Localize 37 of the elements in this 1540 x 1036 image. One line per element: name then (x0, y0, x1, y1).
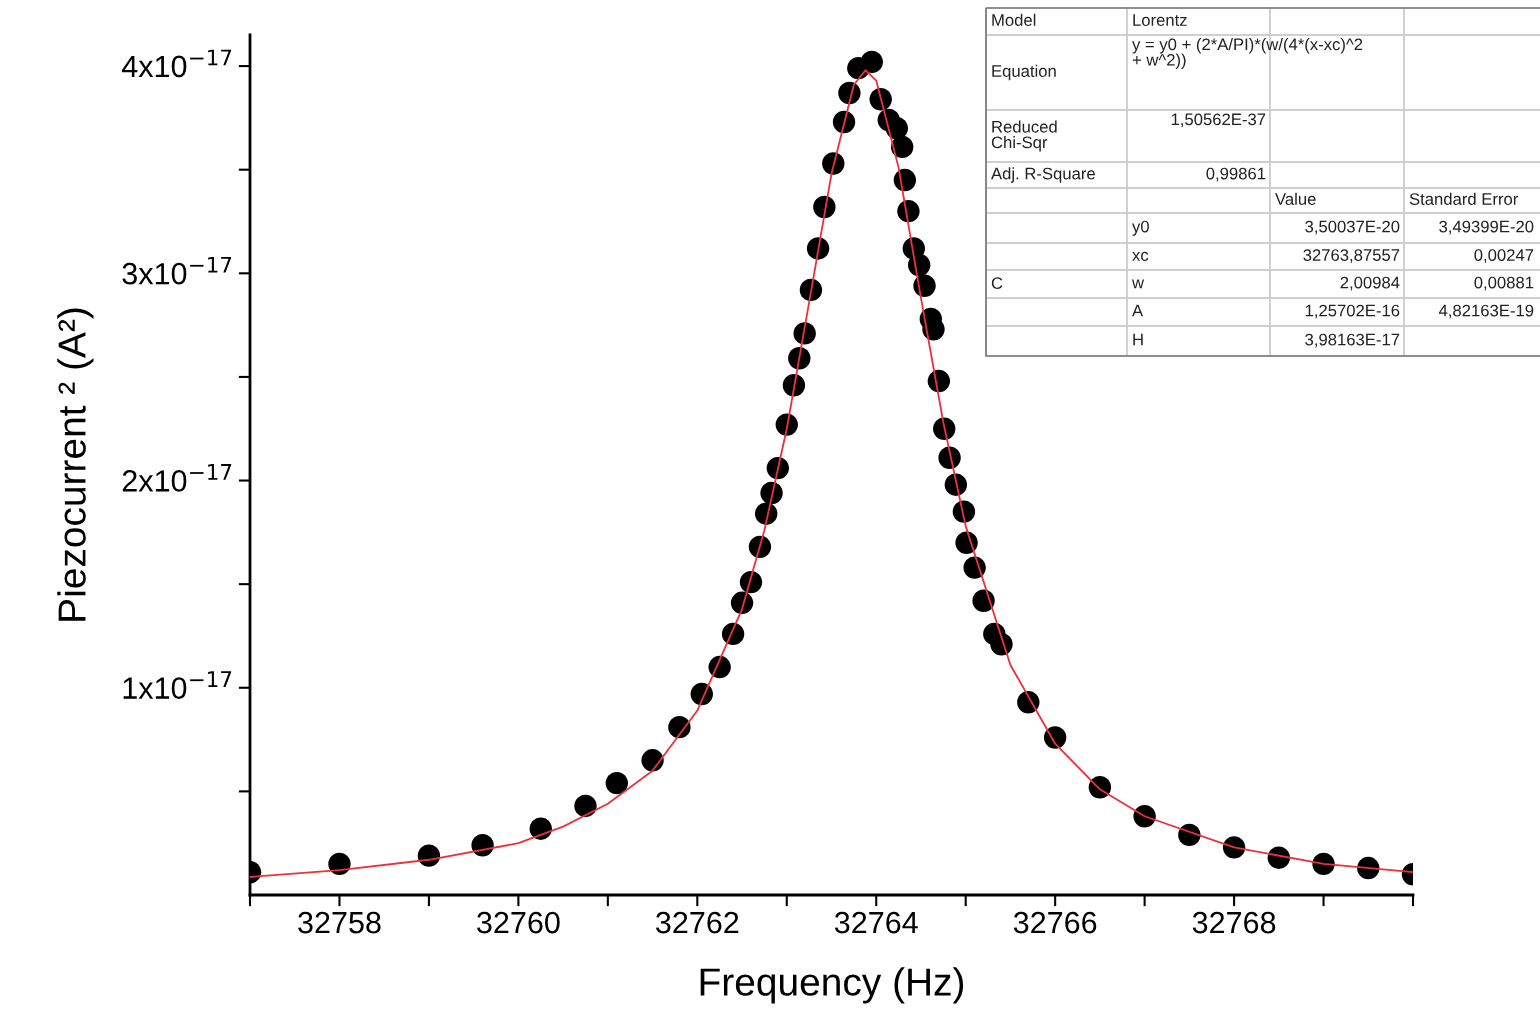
x-tick-label: 32764 (834, 911, 918, 934)
annotation: 0,99861 (1206, 167, 1266, 182)
annotation: Value (1275, 192, 1316, 205)
annotation: 2,00984 (1340, 276, 1400, 291)
annotation: xc (1132, 251, 1149, 261)
annotation: H (1133, 333, 1143, 346)
annotation: 3,98163E-17 (1305, 333, 1400, 348)
y-tick-label: 2x10$^{−17}$ (122, 464, 232, 492)
annotation: 1,25702E-16 (1305, 304, 1400, 319)
annotation: Reduced Chi-Sqr (991, 120, 1057, 152)
annotation: 3,50037E-20 (1305, 220, 1400, 235)
text: 0,00247 (1474, 249, 1534, 263)
annotation: w (1131, 279, 1145, 289)
annotation: Standard Error (1409, 192, 1519, 205)
x-tick-label: 32762 (655, 911, 739, 934)
x-tick-label: 32760 (477, 911, 560, 934)
annotation: Adj. R-Square (991, 167, 1095, 183)
annotation: C (991, 277, 1003, 289)
annotation: 32763,87557 (1303, 249, 1400, 263)
annotation: y0 (1132, 220, 1149, 236)
annotation: Equation (992, 64, 1056, 81)
y-tick-label: 3x10$^{−17}$ (122, 256, 232, 285)
text: 0,00881 (1474, 276, 1534, 291)
annotation: 1,50562E-37 (1171, 113, 1266, 128)
text: Model (992, 13, 1036, 26)
x-tick-label: 32768 (1192, 911, 1276, 934)
text: 3,49399E-20 (1439, 220, 1534, 235)
text: Lorentz (1133, 14, 1187, 26)
y-tick-label: 1x10$^{−17}$ (123, 671, 232, 699)
text: 4,82163E-19 (1438, 304, 1534, 319)
y-axis-title: Piezocurrent ² (A²) (57, 308, 94, 621)
x-tick-label: 32758 (298, 911, 381, 934)
x-axis-title: Frequency (Hz) (700, 967, 964, 1004)
annotation: A (1132, 304, 1144, 317)
y-tick-label: 4x10$^{−17}$ (121, 49, 232, 78)
x-tick-label: 32766 (1013, 911, 1097, 934)
annotation: y = y0 + (2*A/PI)*(w/(4*(x-xc)^2 + w^2)) (1132, 38, 1363, 70)
